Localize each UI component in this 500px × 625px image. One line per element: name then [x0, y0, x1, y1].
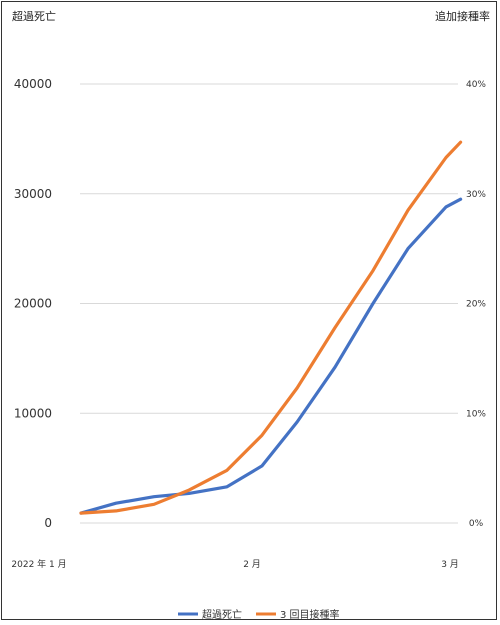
axis-ticks: 0 10000 20000 30000 40000 0% 10% 20% 30% 40% 2022 … — [11, 77, 486, 570]
legend-label: 3 回目接種率 — [280, 608, 340, 621]
y-right-tick-label: 20% — [466, 300, 486, 310]
y-left-tick-label: 0 — [44, 516, 52, 530]
y-left-tick-label: 40000 — [14, 77, 52, 91]
y-right-tick-label: 10% — [466, 409, 486, 419]
y-right-tick-label: 0% — [469, 519, 484, 529]
x-tick-label: 3 月 — [441, 559, 459, 570]
series-line — [79, 197, 463, 515]
x-tick-label: 2022 年 1 月 — [11, 558, 66, 570]
y-left-tick-label: 10000 — [14, 406, 52, 420]
series-lines — [79, 140, 463, 515]
y-axis-right-label: 追加接種率 — [435, 9, 490, 23]
y-right-tick-label: 30% — [466, 190, 486, 200]
y-axis-left-label: 超過死亡 — [12, 9, 56, 23]
y-left-tick-label: 30000 — [14, 187, 52, 201]
x-tick-label: 2 月 — [243, 559, 261, 570]
legend: 超過死亡 3 回目接種率 — [178, 608, 340, 621]
y-right-tick-label: 40% — [466, 80, 486, 90]
legend-label: 超過死亡 — [202, 608, 242, 621]
gridlines — [80, 83, 458, 524]
series-line — [79, 140, 463, 515]
y-left-tick-label: 20000 — [14, 297, 52, 311]
